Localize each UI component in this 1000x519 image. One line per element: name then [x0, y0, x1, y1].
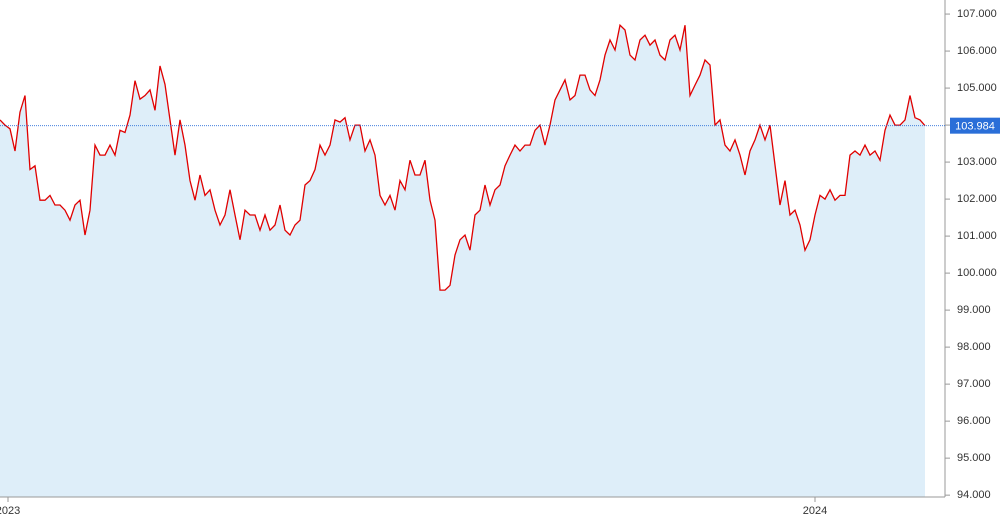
y-tick-label: 97.000 — [957, 378, 991, 390]
y-tick-label: 96.000 — [957, 415, 991, 427]
y-tick-label: 107.000 — [957, 8, 997, 20]
y-tick-label: 99.000 — [957, 304, 991, 316]
x-tick-label: 2023 — [0, 505, 20, 514]
last-value-label: 103.984 — [955, 121, 995, 133]
area-fill — [0, 25, 925, 497]
x-tick-label: 2024 — [803, 505, 827, 514]
y-tick-label: 100.000 — [957, 267, 997, 279]
y-tick-label: 103.000 — [957, 156, 997, 168]
y-tick-label: 101.000 — [957, 230, 997, 242]
last-value-box — [950, 117, 1000, 134]
y-tick-label: 102.000 — [957, 193, 997, 205]
price-line — [0, 23, 926, 291]
y-tick-label: 98.000 — [957, 341, 991, 353]
y-tick-label: 106.000 — [957, 45, 997, 57]
y-tick-label: 94.000 — [957, 489, 991, 501]
y-tick-label: 105.000 — [957, 82, 997, 94]
y-tick-label: 95.000 — [957, 452, 991, 464]
